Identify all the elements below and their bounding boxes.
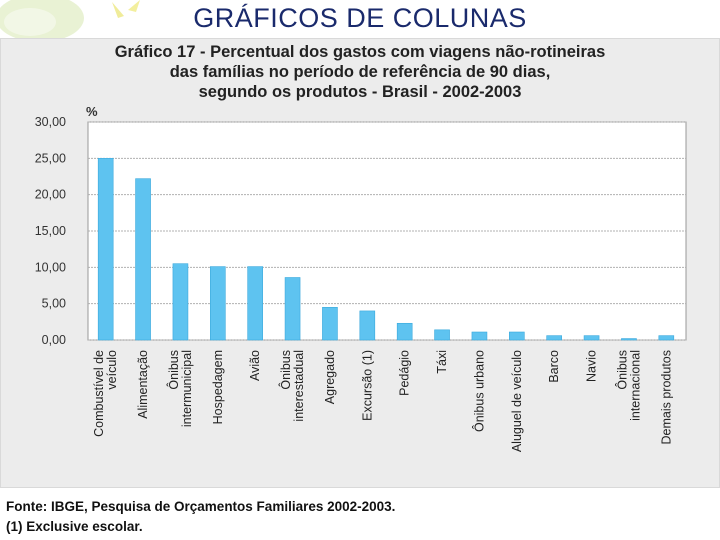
x-tick-label: Ônibus [166, 350, 181, 390]
bar [396, 322, 413, 341]
chart-title-line-2: das famílias no período de referência de… [169, 63, 551, 81]
bar [284, 277, 301, 341]
decorative-leaf-graphic [0, 0, 170, 40]
y-tick-label: 20,00 [35, 188, 66, 202]
x-tick-label: intermunicipal [180, 350, 194, 427]
source-note: Fonte: IBGE, Pesquisa de Orçamentos Fami… [6, 499, 396, 514]
y-tick-label: 25,00 [35, 151, 66, 165]
y-tick-label: 15,00 [35, 224, 66, 238]
x-tick-label: Hospedagem [211, 350, 225, 424]
x-tick-label: Alimentação [136, 350, 150, 419]
x-tick-label: Barco [547, 350, 561, 383]
x-tick-label: Ônibus [278, 350, 293, 390]
chart-footer: Fonte: IBGE, Pesquisa de Orçamentos Fami… [6, 497, 395, 537]
x-tick-label: Demais produtos [659, 350, 673, 445]
bar [97, 158, 114, 341]
x-tick-label: interestadual [292, 350, 306, 422]
bar [322, 306, 338, 341]
bar [434, 329, 450, 341]
bar [471, 331, 488, 341]
bar [621, 338, 637, 341]
y-tick-label: 10,00 [35, 260, 66, 274]
bar [546, 335, 562, 341]
y-tick-label: 0,00 [42, 333, 66, 347]
bar [135, 178, 151, 341]
bar [583, 335, 600, 341]
x-tick-label: Combustível de [92, 350, 106, 437]
x-tick-label: internacional [628, 350, 642, 421]
x-tick-label: Pedágio [398, 350, 412, 396]
bar [509, 331, 525, 341]
x-tick-label: Avião [248, 350, 262, 381]
x-tick-label: Excursão (1) [360, 350, 374, 421]
bar [247, 266, 263, 341]
y-tick-label: 5,00 [42, 297, 66, 311]
bar [658, 335, 675, 341]
x-tick-label: veículo [105, 350, 119, 390]
y-axis-unit-label: % [86, 104, 98, 119]
x-tick-label: Agregado [323, 350, 337, 404]
x-tick-label: Ônibus [614, 350, 629, 390]
x-tick-label: Aluguel de veículo [510, 350, 524, 452]
chart-title: Gráfico 17 - Percentual dos gastos com v… [0, 42, 720, 102]
x-tick-label: Táxi [435, 350, 449, 374]
footnote: (1) Exclusive escolar. [6, 519, 143, 534]
bar [210, 266, 226, 341]
chart-title-line-3: segundo os produtos - Brasil - 2002-2003 [198, 83, 522, 101]
chart-title-line-1: Gráfico 17 - Percentual dos gastos com v… [114, 43, 606, 61]
bar [359, 310, 376, 341]
bar [172, 263, 189, 341]
slide-title: GRÁFICOS DE COLUNAS [193, 3, 527, 33]
x-tick-label: Ônibus urbano [471, 350, 486, 432]
y-tick-label: 30,00 [35, 115, 66, 129]
x-tick-label: Navio [585, 350, 599, 382]
